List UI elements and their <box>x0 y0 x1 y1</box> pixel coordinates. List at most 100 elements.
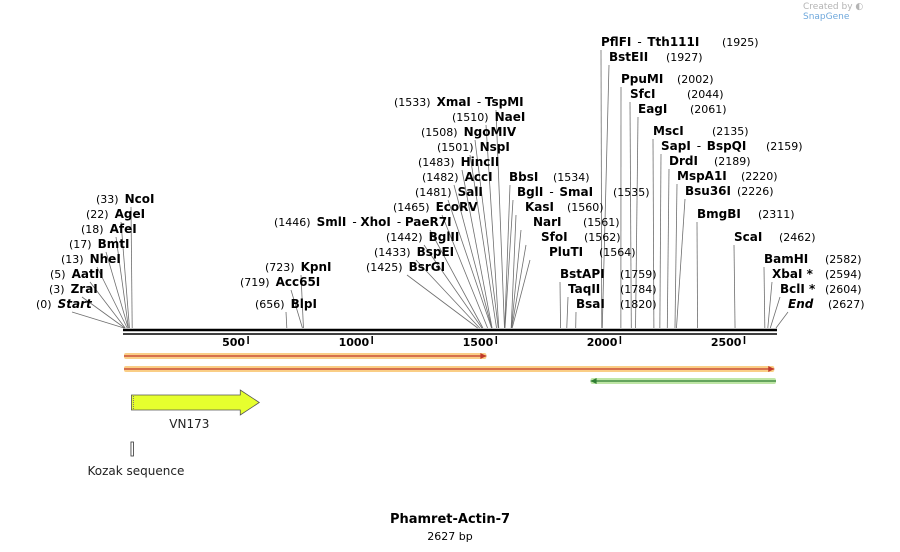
site-label-bspei[interactable]: (1433) BspEI <box>374 245 454 259</box>
feature-vn173[interactable]: VN173 <box>131 389 260 431</box>
site-label-bsu36i[interactable]: Bsu36I (2226) <box>685 184 774 198</box>
site-position: (656) <box>255 298 285 311</box>
site-label-afei[interactable]: (18) AfeI <box>81 222 137 236</box>
site-separator: - <box>352 215 356 229</box>
snapgene-credit: Created by ◐ SnapGene <box>803 2 900 22</box>
site-label-bcli-[interactable]: BclI * (2604) <box>780 282 862 296</box>
site-position: (1508) <box>421 126 458 139</box>
site-name: NgoMIV <box>464 125 517 139</box>
site-position: (3) <box>49 283 65 296</box>
site-position: (2135) <box>712 125 749 138</box>
site-label-ngomiv[interactable]: (1508) NgoMIV <box>421 125 517 139</box>
site-label-bsrgi[interactable]: (1425) BsrGI <box>366 260 445 274</box>
site-separator: - <box>477 95 481 109</box>
site-name: Tth111I <box>647 35 699 49</box>
feature-kozak-sequence[interactable]: Kozak sequence <box>88 441 185 478</box>
site-name: BspEI <box>417 245 455 259</box>
site-position: (2220) <box>741 170 778 183</box>
site-label-sfci[interactable]: SfcI (2044) <box>630 87 724 101</box>
site-label-kpni[interactable]: (723) KpnI <box>265 260 332 274</box>
site-position: (723) <box>265 261 295 274</box>
site-leader-line <box>89 281 126 329</box>
site-label-bglii[interactable]: (1442) BglII <box>386 230 459 244</box>
site-leader-line <box>652 138 655 329</box>
site-label-hincii[interactable]: (1483) HincII <box>418 155 499 169</box>
site-label-acc65i[interactable]: (719) Acc65I <box>240 275 320 289</box>
site-label-taqii[interactable]: TaqII (1784) <box>568 282 657 296</box>
site-name: SmlI <box>317 215 347 229</box>
site-name: AccI <box>465 170 493 184</box>
site-label-nspi[interactable]: (1501) NspI <box>437 140 510 154</box>
site-label-zrai[interactable]: (3) ZraI <box>49 282 98 296</box>
site-name: BsaI <box>576 297 605 311</box>
site-label-nari[interactable]: NarI (1561) <box>533 215 620 229</box>
primer-bar[interactable] <box>124 366 775 372</box>
snapgene-logo-icon: ◐ <box>855 2 864 12</box>
site-name: SalI <box>458 185 483 199</box>
site-position: (1465) <box>393 201 430 214</box>
site-label-sapi[interactable]: SapI - BspQI (2159) <box>661 139 803 153</box>
site-label-smli[interactable]: (1446) SmlI - XhoI - PaeR7I <box>274 215 452 229</box>
site-position: (0) <box>36 298 52 311</box>
site-position: (1534) <box>553 171 590 184</box>
ruler-tick-label: 500 <box>222 336 245 349</box>
site-leader-line <box>423 244 483 329</box>
site-label-kasi[interactable]: KasI (1560) <box>525 200 604 214</box>
site-label-mspa1i[interactable]: MspA1I (2220) <box>677 169 778 183</box>
site-label-aatii[interactable]: (5) AatII <box>50 267 104 281</box>
site-label-agei[interactable]: (22) AgeI <box>86 207 145 221</box>
site-label-bgli[interactable]: BglI - SmaI (1535) <box>517 185 650 199</box>
site-position: (1784) <box>620 283 657 296</box>
site-name: XhoI <box>360 215 391 229</box>
primer-bar[interactable] <box>124 353 487 359</box>
site-label-bamhi[interactable]: BamHI (2582) <box>764 252 862 266</box>
site-label-blpi[interactable]: (656) BlpI <box>255 297 317 311</box>
site-position: (1446) <box>274 216 311 229</box>
site-label-bmti[interactable]: (17) BmtI <box>69 237 129 251</box>
site-position: (1425) <box>366 261 403 274</box>
site-label-bbsi[interactable]: BbsI (1534) <box>509 170 590 184</box>
site-label-xbai-[interactable]: XbaI * (2594) <box>772 267 862 281</box>
site-position: (1501) <box>437 141 474 154</box>
site-label-eagi[interactable]: EagI (2061) <box>638 102 727 116</box>
site-label-end[interactable]: End (2627) <box>788 297 865 311</box>
site-leader-line <box>600 49 603 329</box>
site-label-sfoi[interactable]: SfoI (1562) <box>541 230 621 244</box>
site-label-start[interactable]: (0) Start <box>36 297 93 311</box>
site-label-acci[interactable]: (1482) AccI <box>422 170 493 184</box>
site-label-pflfi[interactable]: PflFI - Tth111I (1925) <box>601 35 759 49</box>
primer-bar[interactable] <box>590 378 776 384</box>
site-position: (719) <box>240 276 270 289</box>
site-label-bstapi[interactable]: BstAPI (1759) <box>560 267 657 281</box>
ruler-ticks: 500 1000 1500 2000 2500 <box>222 336 746 349</box>
site-label-bmgbi[interactable]: BmgBI (2311) <box>697 207 795 221</box>
plasmid-name: Phamret-Actin-7 <box>389 512 511 527</box>
site-label-scai[interactable]: ScaI (2462) <box>734 230 816 244</box>
site-position: (1483) <box>418 156 455 169</box>
site-label-naei[interactable]: (1510) NaeI <box>452 110 525 124</box>
site-labels: (33) NcoI (22) AgeI (18) AfeI (17) BmtI (13) NheI… <box>36 35 865 311</box>
credit-brand: SnapGene <box>803 12 850 22</box>
site-label-ppumi[interactable]: PpuMI (2002) <box>621 72 714 86</box>
site-label-pluti[interactable]: PluTI (1564) <box>549 245 636 259</box>
site-label-xmai[interactable]: (1533) XmaI - TspMI <box>394 95 524 109</box>
site-label-ncoi[interactable]: (33) NcoI <box>96 192 154 206</box>
site-label-bsai[interactable]: BsaI (1820) <box>576 297 657 311</box>
site-leader-line <box>511 259 531 329</box>
site-leader-line <box>629 101 632 329</box>
site-label-drdi[interactable]: DrdI (2189) <box>669 154 751 168</box>
site-label-ecorv[interactable]: (1465) EcoRV <box>393 200 478 214</box>
site-position: (1560) <box>567 201 604 214</box>
site-label-bsteii[interactable]: BstEII (1927) <box>609 50 703 64</box>
site-separator: - <box>637 35 641 49</box>
site-leader-line <box>441 214 488 329</box>
site-name: PluTI <box>549 245 583 259</box>
site-position: (2061) <box>690 103 727 116</box>
site-position: (2044) <box>687 88 724 101</box>
site-name: XmaI <box>437 95 471 109</box>
site-position: (1510) <box>452 111 489 124</box>
site-leader-line <box>115 236 129 329</box>
site-label-msci[interactable]: MscI (2135) <box>653 124 749 138</box>
site-label-sali[interactable]: (1481) SalI <box>415 185 483 199</box>
site-label-nhei[interactable]: (13) NheI <box>61 252 121 266</box>
